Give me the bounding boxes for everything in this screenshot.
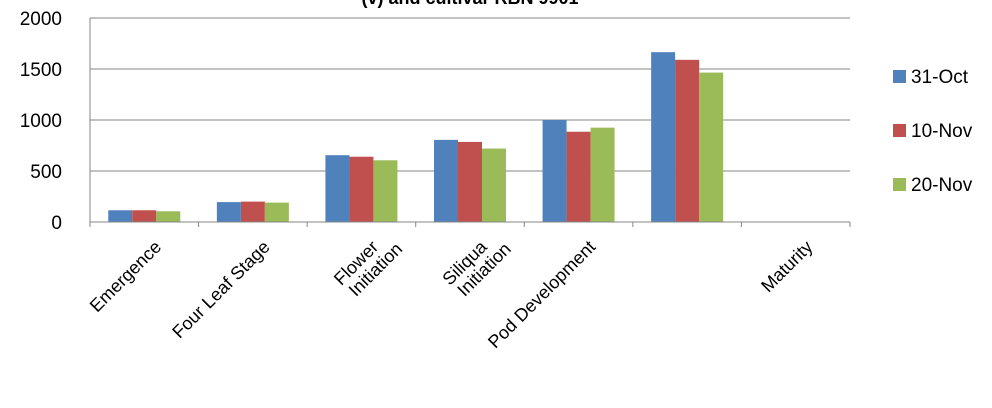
bars bbox=[108, 52, 724, 222]
bar-10-nov bbox=[132, 210, 157, 222]
x-category-label: Emergence bbox=[86, 237, 165, 316]
y-tick-label: 500 bbox=[30, 162, 62, 183]
y-tick-label: 1000 bbox=[20, 111, 62, 132]
bar-20-nov bbox=[373, 160, 398, 222]
legend: 31-Oct 10-Nov 20-Nov bbox=[893, 67, 973, 196]
x-category-label: Four Leaf Stage bbox=[168, 237, 273, 342]
x-tick-label: Maturity bbox=[757, 237, 816, 296]
bar-31-oct bbox=[216, 202, 241, 222]
bar-31-oct bbox=[542, 120, 567, 222]
x-tick-label: Four Leaf Stage bbox=[168, 237, 273, 342]
x-tick-label: Emergence bbox=[86, 237, 165, 316]
bar-20-nov bbox=[482, 148, 506, 222]
legend-swatch bbox=[893, 70, 906, 83]
bar-10-nov bbox=[566, 131, 591, 222]
x-category-label: Maturity bbox=[757, 237, 816, 296]
bar-20-nov bbox=[590, 127, 615, 222]
bar-31-oct bbox=[325, 155, 350, 222]
legend-swatch bbox=[893, 178, 906, 191]
legend-swatch bbox=[893, 124, 906, 137]
legend-label: 20-Nov bbox=[911, 175, 973, 196]
bar-20-nov bbox=[699, 72, 724, 222]
bar-10-nov bbox=[349, 156, 374, 222]
bar-31-oct bbox=[434, 139, 458, 222]
bar-20-nov bbox=[264, 202, 289, 222]
bar-10-nov bbox=[675, 59, 700, 222]
bar-31-oct bbox=[651, 52, 676, 222]
bar-10-nov bbox=[458, 141, 482, 222]
y-tick-label: 2000 bbox=[20, 9, 62, 30]
bar-31-oct bbox=[108, 210, 133, 222]
y-tick-label: 1500 bbox=[20, 60, 62, 81]
y-tick-label: 0 bbox=[51, 213, 62, 234]
legend-label: 31-Oct bbox=[911, 67, 969, 88]
chart-title: (v) and cultivar RBN 9901 bbox=[361, 0, 578, 8]
bar-10-nov bbox=[240, 201, 265, 222]
bar-20-nov bbox=[156, 211, 181, 222]
legend-label: 10-Nov bbox=[911, 121, 973, 142]
